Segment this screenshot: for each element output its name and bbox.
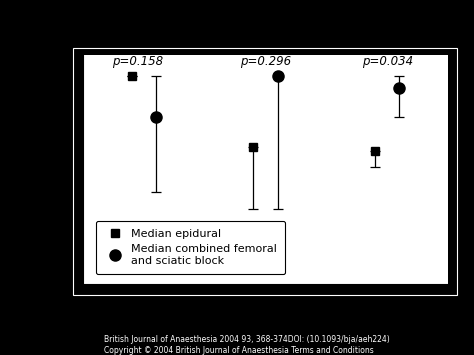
Y-axis label: VAS satisfaction score (mm): VAS satisfaction score (mm)	[31, 81, 45, 258]
Text: Fig 4: Fig 4	[222, 12, 252, 26]
Text: British Journal of Anaesthesia 2004 93, 368-374DOI: (10.1093/bja/aeh224)
Copyrig: British Journal of Anaesthesia 2004 93, …	[104, 335, 390, 355]
Text: p=0.296: p=0.296	[240, 55, 291, 68]
Text: p=0.158: p=0.158	[112, 55, 163, 68]
Legend: Median epidural, Median combined femoral
and sciatic block: Median epidural, Median combined femoral…	[96, 221, 285, 274]
Text: p=0.034: p=0.034	[362, 55, 413, 68]
X-axis label: Assessment periods: Assessment periods	[203, 312, 328, 324]
